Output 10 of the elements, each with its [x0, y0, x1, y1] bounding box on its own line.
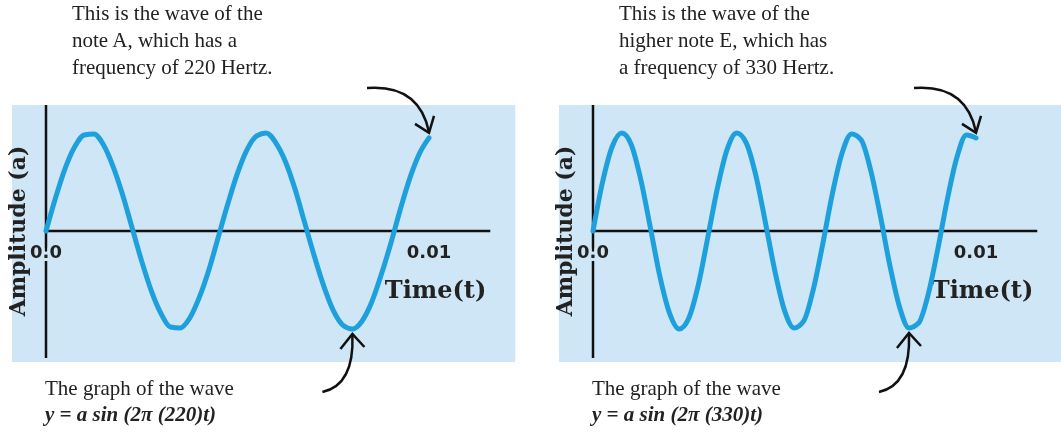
y-axis-title: Amplitude (a) [551, 145, 577, 318]
x-axis-title: Time(t) [384, 275, 487, 304]
x-axis-title: Time(t) [931, 275, 1034, 304]
text: The graph of the wave y = a sin (2π (330)t) [589, 376, 781, 426]
x-tick-label: 0.01 [953, 241, 999, 262]
text: This is the wave of the note A, which has a frequency of 220 Hertz. [72, 1, 273, 79]
x-tick-label: 0.01 [406, 241, 452, 262]
text: This is the wave of the higher note E, which has a frequency of 330 Hertz. [619, 1, 835, 79]
text: The graph of the wave y = a sin (2π (220)t) [42, 376, 234, 426]
y-axis-title: Amplitude (a) [4, 145, 30, 318]
